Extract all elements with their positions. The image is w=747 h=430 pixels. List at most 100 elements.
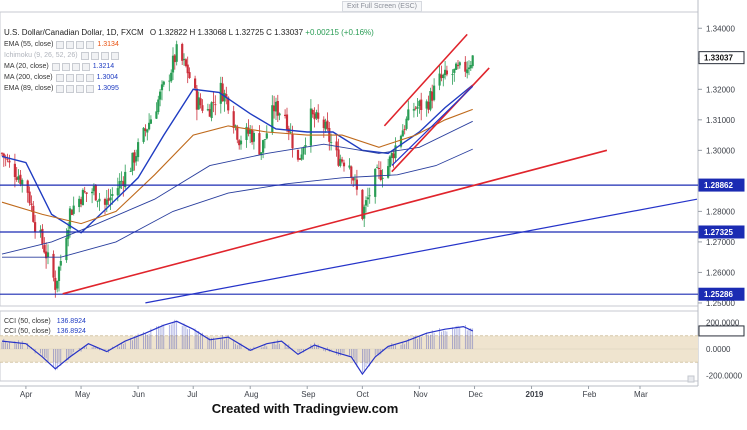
candle-body <box>39 229 42 233</box>
candle <box>337 138 340 167</box>
candle-body <box>103 199 107 205</box>
candle <box>4 154 7 167</box>
candle <box>274 97 278 120</box>
legend-row-ma200[interactable]: MA (200, close) 1.3004 <box>4 72 119 83</box>
candle <box>278 112 281 121</box>
candle <box>284 109 287 119</box>
candle-body <box>298 158 301 160</box>
legend-controls[interactable] <box>51 62 90 71</box>
candle <box>236 124 239 144</box>
candle-body <box>188 72 191 78</box>
candle <box>159 89 162 107</box>
candle-body <box>390 152 393 158</box>
candle <box>339 154 342 168</box>
candle <box>54 270 57 298</box>
candle <box>451 69 454 85</box>
legend-row-ema89[interactable]: EMA (89, close) 1.3095 <box>4 83 119 94</box>
candle-body <box>52 253 55 278</box>
candle <box>19 170 22 187</box>
candle-body <box>2 153 5 158</box>
candle <box>311 108 314 118</box>
candle-body <box>416 106 419 109</box>
candle <box>98 193 101 211</box>
legend-controls[interactable] <box>56 40 95 49</box>
candle-body <box>72 205 75 214</box>
candle-body <box>0 153 4 154</box>
candle <box>142 127 145 144</box>
candle <box>65 228 68 263</box>
exit-fullscreen-hint[interactable]: Exit Full Screen (ESC) <box>342 1 423 12</box>
candle-body <box>85 192 88 194</box>
candle-body <box>232 111 235 128</box>
legend-label: MA (20, close) <box>4 63 49 70</box>
candle-body <box>135 156 138 162</box>
candle-body <box>171 55 175 73</box>
candle <box>41 224 44 249</box>
candle <box>91 188 94 204</box>
candle-body <box>387 166 390 178</box>
candle-body <box>32 205 35 222</box>
candle-body <box>94 184 97 201</box>
candle-body <box>464 61 467 72</box>
candle <box>188 67 191 79</box>
candle-body <box>234 125 237 127</box>
candle <box>433 78 436 102</box>
legend-controls[interactable] <box>80 51 119 60</box>
candle <box>57 265 61 292</box>
candle <box>296 149 300 162</box>
legend-row-ema55[interactable]: EMA (55, close) 1.3134 <box>4 39 119 50</box>
candle-body <box>41 228 44 245</box>
price-tick-label: 1.26000 <box>706 268 735 277</box>
legend-row-ma20[interactable]: MA (20, close) 1.3214 <box>4 61 119 72</box>
candle <box>238 139 241 150</box>
candle-body <box>274 101 278 112</box>
candle <box>324 118 327 133</box>
candle <box>146 128 149 141</box>
candle <box>302 146 305 160</box>
candle <box>368 187 371 204</box>
candle-body <box>467 67 471 70</box>
candle <box>429 87 432 112</box>
red-trendline <box>391 67 490 173</box>
candle-body <box>98 198 101 202</box>
candle <box>208 104 211 117</box>
candle-body <box>262 140 265 153</box>
cci-legend-row[interactable]: CCI (50, close) 136.8924 <box>4 316 86 326</box>
candle <box>56 280 59 293</box>
candle-body <box>296 149 300 160</box>
candle <box>300 148 303 161</box>
time-tick-label: Nov <box>413 390 427 399</box>
candle-body <box>348 165 351 168</box>
candle-body <box>131 152 134 171</box>
candle-body <box>315 112 318 119</box>
candle <box>444 61 447 80</box>
candle-body <box>45 251 48 259</box>
cci-legend-row[interactable]: CCI (50, close) 136.8924 <box>4 326 86 336</box>
legend-controls[interactable] <box>56 84 95 93</box>
candle-body <box>155 111 158 119</box>
candle-body <box>252 133 255 142</box>
legend-row-ichimoku[interactable]: Ichimoku (9, 26, 52, 26) <box>4 50 119 61</box>
legend-controls[interactable] <box>55 73 94 82</box>
candle <box>0 152 4 157</box>
candle <box>70 209 73 216</box>
price-tick-label: 1.25000 <box>706 299 735 308</box>
candle-body <box>173 55 176 63</box>
candle-body <box>364 200 368 206</box>
candle-body <box>46 252 50 258</box>
candle <box>186 56 189 84</box>
candle-body <box>116 188 119 196</box>
candle-body <box>80 199 83 205</box>
cci-tick-label: 200.0000 <box>706 319 740 328</box>
time-tick-label: Apr <box>20 390 33 399</box>
candle-body <box>311 110 314 115</box>
candle-body <box>304 145 307 148</box>
price-label-box <box>698 178 745 192</box>
candle <box>263 139 266 149</box>
candle <box>374 168 377 204</box>
candle <box>379 161 382 182</box>
candle-body <box>379 170 382 180</box>
candle <box>471 55 474 69</box>
candle <box>149 115 152 124</box>
